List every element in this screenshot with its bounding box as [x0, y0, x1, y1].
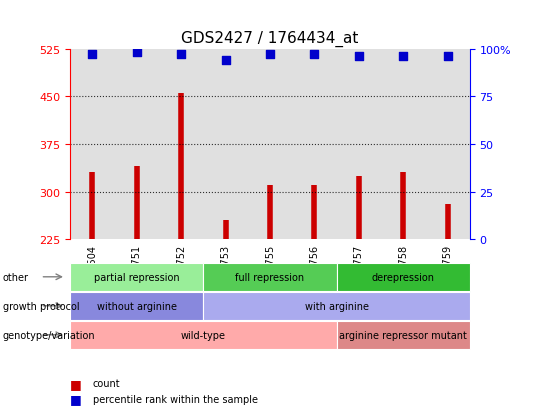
Text: growth protocol: growth protocol — [3, 301, 79, 311]
Point — [266, 52, 274, 59]
Text: genotype/variation: genotype/variation — [3, 330, 96, 340]
Text: percentile rank within the sample: percentile rank within the sample — [93, 394, 258, 404]
Title: GDS2427 / 1764434_at: GDS2427 / 1764434_at — [181, 31, 359, 47]
Text: derepression: derepression — [372, 272, 435, 282]
Text: count: count — [93, 378, 120, 388]
Point — [354, 54, 363, 60]
Point — [443, 54, 452, 60]
Text: wild-type: wild-type — [181, 330, 226, 340]
Point — [310, 52, 319, 59]
Point — [399, 54, 408, 60]
Text: without arginine: without arginine — [97, 301, 177, 311]
Text: ■: ■ — [70, 392, 82, 405]
Point — [132, 50, 141, 57]
Point — [221, 58, 230, 64]
Text: ■: ■ — [70, 377, 82, 390]
Text: other: other — [3, 272, 29, 282]
Text: with arginine: with arginine — [305, 301, 369, 311]
Point — [177, 52, 186, 59]
Text: partial repression: partial repression — [94, 272, 180, 282]
Point — [88, 52, 97, 59]
Text: arginine repressor mutant: arginine repressor mutant — [339, 330, 467, 340]
Text: full repression: full repression — [235, 272, 305, 282]
